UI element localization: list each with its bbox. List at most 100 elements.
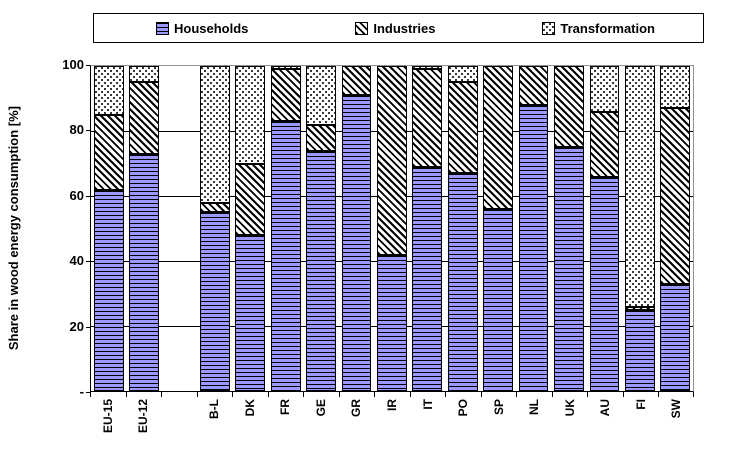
bar-b-l <box>200 66 230 391</box>
bar-group-sp <box>480 66 515 391</box>
bar-segment-industries <box>377 66 407 255</box>
bar-segment-households <box>270 121 301 391</box>
y-tick-20 <box>86 326 90 328</box>
bar-segment-transformation <box>306 66 336 125</box>
bar-eu-15 <box>93 66 124 391</box>
bar-segment-industries <box>200 202 230 213</box>
x-label-cell-nl: NL <box>516 399 552 461</box>
x-label-cell-fr: FR <box>268 399 304 461</box>
bar-segment-households <box>306 150 336 391</box>
bar-segment-industries <box>306 124 336 151</box>
x-axis-label: B-L <box>207 399 222 419</box>
y-axis-label-100: 100 <box>62 57 84 72</box>
bar-group-gap <box>162 66 197 391</box>
bar-group-gr <box>339 66 374 391</box>
bar-fr <box>270 66 301 391</box>
bar-segment-industries <box>412 69 443 167</box>
x-tick <box>516 392 518 397</box>
x-tick <box>445 392 447 397</box>
bar-au <box>589 66 620 391</box>
bar-segment-industries <box>341 66 372 96</box>
x-label-cell-eu-12: EU-12 <box>126 399 162 461</box>
x-tick <box>338 392 340 397</box>
x-tick <box>267 392 269 397</box>
y-tick-0 <box>86 392 90 393</box>
x-tick <box>374 392 376 397</box>
bar-ir <box>377 66 407 391</box>
bar-group-uk <box>551 66 586 391</box>
y-axis-label-80: 80 <box>69 122 84 138</box>
bar-segment-industries <box>483 66 514 209</box>
bar-group-fi <box>622 66 657 391</box>
legend-item-transformation: Transformation <box>542 21 655 36</box>
x-axis-label: IT <box>420 399 435 410</box>
legend-item-households: Households <box>156 21 248 36</box>
bar-segment-industries <box>554 66 584 148</box>
bar-segment-industries <box>660 108 691 284</box>
x-tick <box>551 392 553 397</box>
bar-segment-households <box>129 153 159 391</box>
x-label-cell-po: PO <box>445 399 481 461</box>
bars-container <box>91 66 693 391</box>
x-axis-label: FR <box>278 399 293 415</box>
transformation-swatch-icon <box>542 21 556 35</box>
x-axis-label: NL <box>527 399 542 415</box>
bar-segment-transformation <box>589 66 620 112</box>
x-label-cell-it: IT <box>410 399 446 461</box>
bar-group-eu-15 <box>91 66 126 391</box>
x-axis-label: FI <box>633 399 648 410</box>
bar-group-dk <box>233 66 268 391</box>
bar-group-sw <box>658 66 693 391</box>
x-label-cell-gap <box>161 399 197 461</box>
x-axis-label: DK <box>242 399 257 417</box>
x-axis-label: SW <box>669 399 684 419</box>
bar-group-ir <box>374 66 409 391</box>
legend-label-industries: Industries <box>373 20 436 36</box>
y-tick-40 <box>86 261 90 263</box>
bar-segment-households <box>624 309 655 391</box>
x-axis-label: GE <box>313 399 328 417</box>
x-label-cell-gr: GR <box>339 399 375 461</box>
bar-group-nl <box>516 66 551 391</box>
bar-segment-industries <box>624 306 655 310</box>
x-label-cell-dk: DK <box>232 399 268 461</box>
x-tick <box>622 392 624 397</box>
bar-segment-transformation <box>235 66 266 164</box>
x-tick <box>196 392 198 397</box>
bar-segment-transformation <box>270 66 301 70</box>
bar-segment-industries <box>129 82 159 154</box>
bar-segment-households <box>200 212 230 391</box>
bar-segment-households <box>483 209 514 391</box>
y-axis-label-0: - <box>79 384 84 399</box>
x-axis-label: SP <box>491 399 506 416</box>
bar-segment-transformation <box>447 66 478 83</box>
x-axis-label: EU-12 <box>136 399 151 434</box>
x-tick <box>90 392 91 397</box>
bar-segment-transformation <box>624 66 655 307</box>
y-axis-tick-labels: 100 80 60 40 20 - <box>0 57 84 399</box>
x-label-cell-b-l: B-L <box>197 399 233 461</box>
bar-segment-households <box>447 173 478 391</box>
x-axis-label: EU-15 <box>100 399 115 434</box>
bar-ge <box>306 66 336 391</box>
bar-sw <box>660 66 691 391</box>
bar-uk <box>554 66 584 391</box>
x-label-cell-uk: UK <box>552 399 588 461</box>
bar-gr <box>341 66 372 391</box>
bar-segment-households <box>554 147 584 391</box>
bar-segment-households <box>235 235 266 391</box>
bar-segment-households <box>377 254 407 391</box>
x-label-cell-sp: SP <box>481 399 517 461</box>
x-tick <box>161 392 163 397</box>
bar-segment-transformation <box>129 66 159 83</box>
x-label-cell-ge: GE <box>303 399 339 461</box>
bar-segment-industries <box>235 163 266 235</box>
bar-segment-industries <box>589 111 620 177</box>
y-axis-tick-marks <box>86 65 90 393</box>
bar-group-po <box>445 66 480 391</box>
x-axis-label: IR <box>385 399 400 411</box>
x-label-cell-fi: FI <box>623 399 659 461</box>
x-tick <box>480 392 482 397</box>
x-tick <box>409 392 411 397</box>
